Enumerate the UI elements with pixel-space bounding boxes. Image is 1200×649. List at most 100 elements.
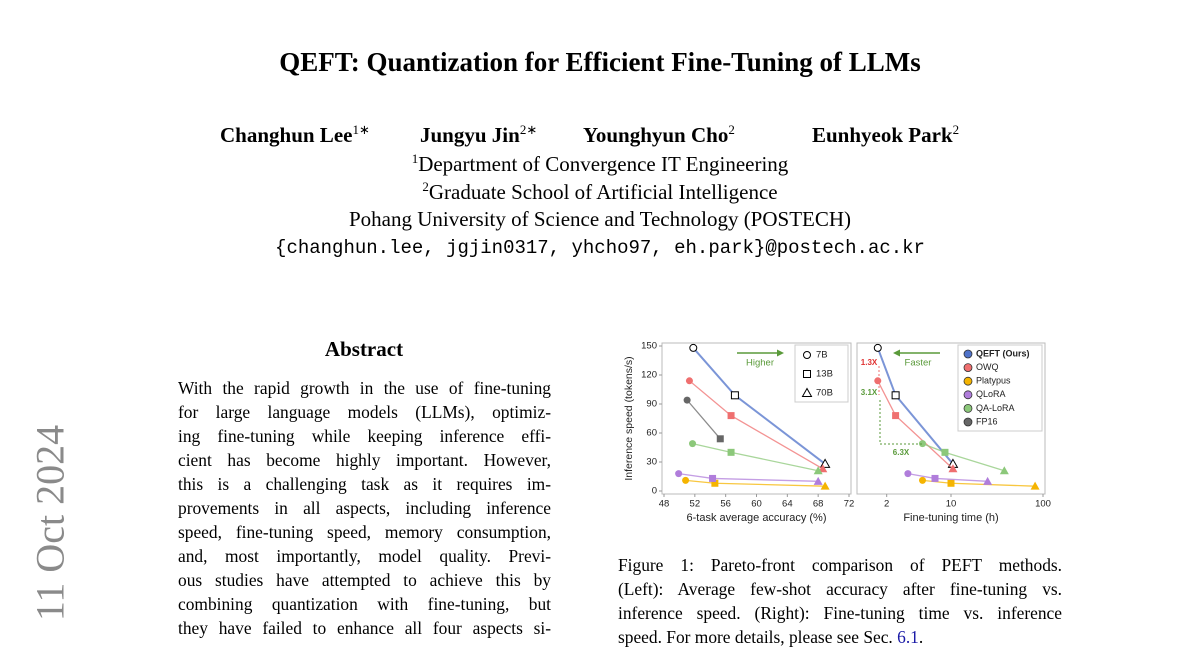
data-point xyxy=(689,343,698,352)
data-point xyxy=(709,474,717,482)
legend-marker xyxy=(803,370,811,378)
affiliation-text: Department of Convergence IT Engineering xyxy=(418,152,789,176)
author: Changhun Lee1∗ xyxy=(220,122,370,148)
legend-label: 13B xyxy=(816,369,833,380)
y-tick-label: 90 xyxy=(646,399,657,410)
emails: {changhun.lee, jgjin0317, yhcho97, eh.pa… xyxy=(275,237,925,259)
data-point xyxy=(683,396,691,404)
legend-marker xyxy=(801,387,813,397)
series-line xyxy=(692,442,819,472)
legend-marker xyxy=(963,403,973,413)
caption-line: inference speed. (Right): Fine-tuning ti… xyxy=(618,603,1062,623)
section-ref[interactable]: 6.1 xyxy=(897,627,919,647)
data-point xyxy=(716,435,724,443)
paper-title: QEFT: Quantization for Efficient Fine-Tu… xyxy=(279,47,921,77)
data-point xyxy=(711,479,719,487)
data-point xyxy=(818,464,828,473)
x-tick-label: 64 xyxy=(782,499,793,510)
legend-marker xyxy=(963,376,973,386)
legend-label: Platypus xyxy=(976,376,1011,386)
author: Jungyu Jin2∗ xyxy=(420,122,537,148)
data-point xyxy=(948,464,958,473)
data-point xyxy=(813,466,823,475)
caption-text: . xyxy=(918,627,924,647)
legend-label: OWQ xyxy=(976,362,999,372)
affiliation-sup: 2 xyxy=(422,179,429,194)
abstract-line: they have failed to enhance all four asp… xyxy=(178,618,551,638)
data-point xyxy=(874,377,882,385)
affiliation: 1Department of Convergence IT Engineerin… xyxy=(0,151,1200,177)
data-point xyxy=(918,476,926,484)
data-point xyxy=(892,412,900,420)
abstract-line: ous studies have attempted to achieve th… xyxy=(178,570,551,590)
abstract-line: provements in all aspects, including inf… xyxy=(178,498,551,518)
x-tick-label: 52 xyxy=(690,499,701,510)
x-tick-label: 10 xyxy=(946,499,957,510)
x-tick-label: 56 xyxy=(720,499,731,510)
abstract-line: ing fine-tuning while keeping inference … xyxy=(178,426,551,446)
affiliation-sup: 1 xyxy=(411,151,419,166)
legend-label: FP16 xyxy=(976,416,998,426)
data-point xyxy=(931,474,939,482)
data-point xyxy=(727,412,735,420)
y-tick-label: 150 xyxy=(641,341,657,352)
x-axis-label: Fine-tuning time (h) xyxy=(903,512,998,524)
y-tick-label: 0 xyxy=(652,486,657,497)
data-point xyxy=(820,481,830,490)
data-point xyxy=(727,448,735,456)
annotation: 3.1X xyxy=(861,388,878,397)
legend-label: QA-LoRA xyxy=(976,403,1015,413)
arrow-head xyxy=(893,349,900,357)
affiliation: 2Graduate School of Artificial Intellige… xyxy=(0,179,1200,205)
caption-line: (Left): Average few-shot accuracy after … xyxy=(618,579,1062,599)
author-sup: 2 xyxy=(728,122,735,137)
legend-label: QEFT (Ours) xyxy=(976,348,1030,358)
y-tick-label: 60 xyxy=(646,428,657,439)
legend-marker xyxy=(963,390,973,400)
caption-line: speed. For more details, please see Sec.… xyxy=(618,625,923,649)
annotation: Faster xyxy=(905,358,932,369)
legend-marker xyxy=(963,363,973,373)
caption-line: Figure 1: Pareto-front comparison of PEF… xyxy=(618,555,1062,575)
arrow-head xyxy=(777,349,784,357)
series-line xyxy=(686,399,721,440)
legend-marker xyxy=(803,351,811,359)
abstract-line: speed, fine-tuning speed, memory consump… xyxy=(178,522,551,542)
data-point xyxy=(947,479,955,487)
legend-marker xyxy=(963,349,973,359)
y-axis-label: Inference speed (tokens/s) xyxy=(623,356,635,480)
annotation: 1.3X xyxy=(861,358,878,367)
data-point xyxy=(675,470,683,478)
data-point xyxy=(1030,481,1040,490)
data-point xyxy=(999,466,1009,475)
series-line xyxy=(678,472,819,482)
data-point xyxy=(682,476,690,484)
data-point xyxy=(983,476,993,485)
legend-marker xyxy=(963,417,973,427)
x-tick-label: 2 xyxy=(884,499,889,510)
data-point xyxy=(873,343,882,352)
affiliation-text: Pohang University of Science and Technol… xyxy=(348,207,852,231)
abstract-line: combining quantization with fine-tuning,… xyxy=(178,594,551,614)
abstract-line: cient has become highly important. Howev… xyxy=(178,450,551,470)
x-tick-label: 48 xyxy=(659,499,670,510)
data-point xyxy=(730,391,739,400)
legend-label: 7B xyxy=(816,350,828,361)
legend-box xyxy=(957,344,1043,432)
affiliation-text: Graduate School of Artificial Intelligen… xyxy=(428,180,778,204)
x-tick-label: 68 xyxy=(813,499,824,510)
abstract-heading: Abstract xyxy=(324,337,404,361)
author-name: Changhun Lee xyxy=(220,123,353,147)
legend-label: 70B xyxy=(816,388,833,399)
legend-label: QLoRA xyxy=(976,389,1006,399)
author: Eunhyeok Park2 xyxy=(812,122,959,148)
x-axis-label: 6-task average accuracy (%) xyxy=(687,512,827,524)
series-line xyxy=(922,443,1005,472)
x-tick-label: 72 xyxy=(844,499,855,510)
x-tick-label: 100 xyxy=(1035,499,1051,510)
annotation: Higher xyxy=(746,358,774,369)
data-point xyxy=(813,476,823,485)
author-sup: 2 xyxy=(952,122,960,137)
